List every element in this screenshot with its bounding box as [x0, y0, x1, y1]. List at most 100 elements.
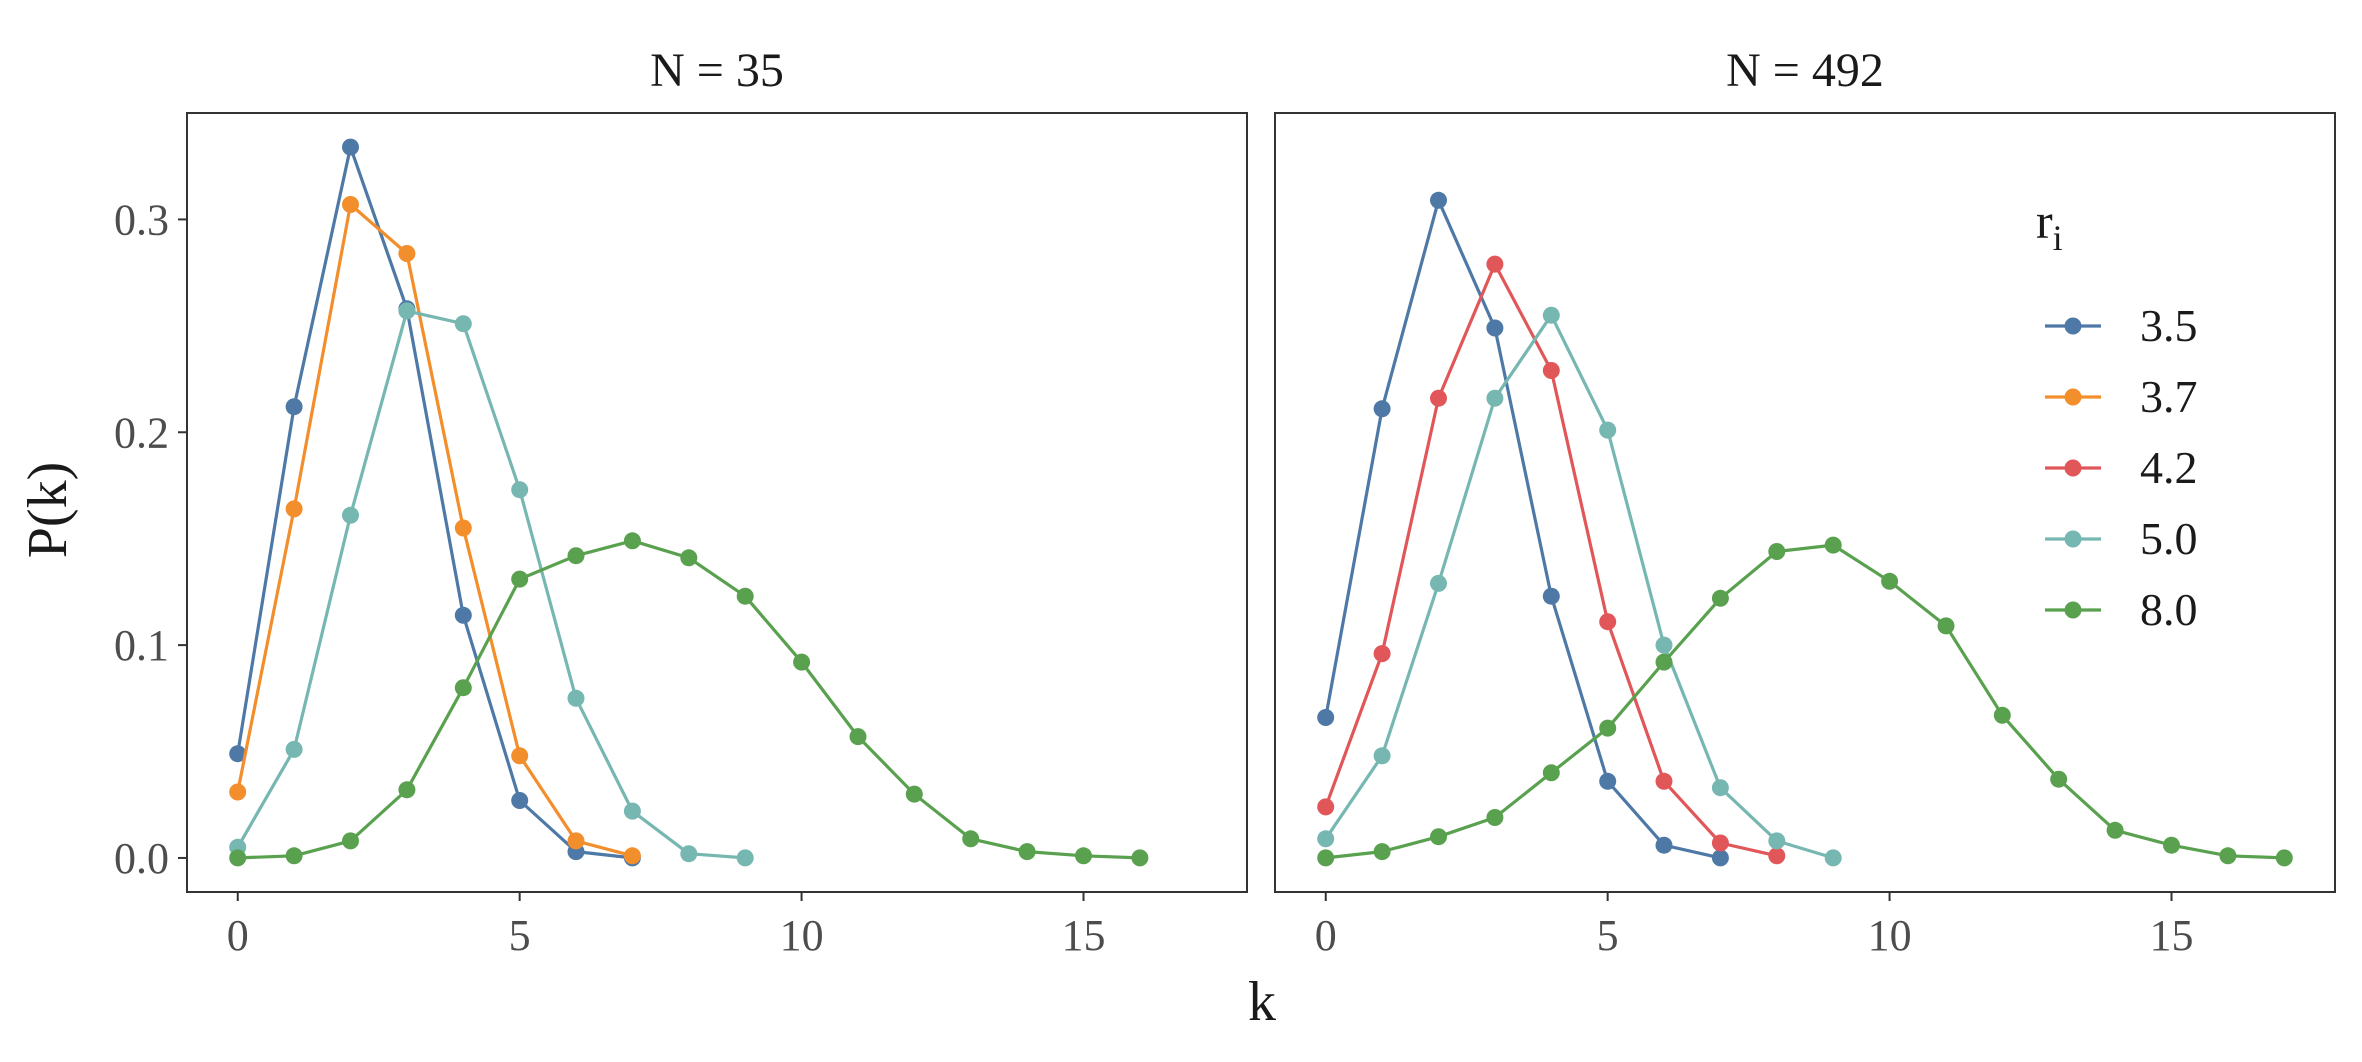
panel-border [186, 112, 1248, 893]
data-point-3.5-k5 [1599, 772, 1617, 790]
series-line-3.5 [1324, 198, 1721, 860]
data-point-8.0-k14 [1018, 843, 1036, 861]
data-point-8.0-k5 [511, 570, 529, 588]
data-point-8.0-k8 [680, 549, 698, 567]
x-tick-label: 5 [509, 911, 531, 960]
data-point-4.2-k6 [1655, 772, 1673, 790]
data-point-3.5-k1 [285, 398, 303, 416]
data-point-8.0-k8 [1768, 543, 1786, 560]
data-point-3.7-k0 [229, 783, 247, 801]
data-point-3.5-k5 [511, 792, 529, 809]
series-line-3.5 [236, 145, 633, 860]
data-point-5.0-k5 [1599, 421, 1617, 439]
data-point-4.2-k3 [1486, 255, 1504, 273]
data-point-5.0-k5 [511, 481, 529, 499]
data-point-8.0-k16 [2219, 847, 2237, 865]
legend-key-point-4.2 [2064, 459, 2082, 477]
data-point-3.5-k4 [1542, 587, 1560, 605]
data-point-8.0-k6 [1655, 653, 1673, 671]
panel-title: N = 35 [650, 44, 784, 97]
data-point-3.5-k4 [454, 606, 472, 624]
data-point-8.0-k12 [1993, 706, 2011, 724]
x-tick-label: 5 [1597, 911, 1619, 960]
data-point-3.5-k0 [1317, 709, 1335, 726]
data-point-8.0-k4 [454, 679, 472, 697]
legend-title-main: r [2036, 193, 2053, 249]
data-point-3.7-k3 [398, 245, 416, 262]
data-point-5.0-k8 [1768, 832, 1786, 850]
series-line-8.0 [1325, 543, 2285, 860]
data-point-3.5-k2 [342, 138, 359, 156]
data-point-3.7-k6 [567, 832, 585, 850]
data-point-5.0-k1 [285, 740, 303, 758]
data-point-8.0-k15 [2163, 836, 2180, 854]
legend-label-3.7: 3.7 [2140, 371, 2198, 422]
legend-key-point-3.7 [2064, 388, 2082, 406]
data-point-3.5-k2 [1430, 191, 1447, 209]
data-point-8.0-k16 [1131, 849, 1149, 867]
data-point-8.0-k5 [1599, 719, 1617, 737]
data-point-5.0-k1 [1373, 747, 1391, 765]
data-point-8.0-k11 [849, 728, 867, 746]
data-point-4.2-k8 [1768, 847, 1786, 865]
x-tick-label: 0 [1315, 911, 1337, 960]
data-point-5.0-k4 [454, 315, 472, 333]
data-point-8.0-k7 [623, 532, 641, 550]
data-point-8.0-k9 [1824, 536, 1842, 554]
y-tick-label: 0.0 [114, 834, 169, 883]
x-tick-label: 10 [1868, 911, 1912, 960]
data-point-8.0-k7 [1711, 589, 1729, 607]
data-point-8.0-k10 [793, 653, 811, 671]
data-point-5.0-k7 [1711, 779, 1729, 797]
legend-key-point-3.5 [2064, 317, 2082, 335]
data-point-5.0-k2 [342, 506, 359, 524]
legend: ri 3.5 3.7 4.2 5.0 8.0 [2036, 193, 2198, 635]
data-point-8.0-k14 [2106, 821, 2124, 839]
data-point-8.0-k1 [1373, 843, 1391, 861]
data-point-8.0-k2 [342, 832, 359, 850]
legend-title-subscript: i [2053, 218, 2063, 258]
series-line-5.0 [236, 309, 746, 860]
data-point-3.5-k0 [229, 745, 247, 763]
data-point-8.0-k10 [1881, 572, 1899, 590]
x-tick-label: 15 [1061, 911, 1105, 960]
legend-entries: 3.5 3.7 4.2 5.0 8.0 [2045, 300, 2198, 635]
legend-title: ri [2036, 193, 2063, 258]
data-point-8.0-k3 [1486, 809, 1504, 826]
legend-key-point-5.0 [2064, 530, 2082, 548]
data-point-5.0-k0 [1317, 830, 1335, 848]
data-point-3.7-k5 [511, 747, 529, 765]
legend-label-3.5: 3.5 [2140, 300, 2198, 351]
data-point-8.0-k3 [398, 781, 416, 799]
data-point-5.0-k6 [1655, 636, 1673, 654]
legend-key-point-8.0 [2064, 601, 2082, 619]
data-point-8.0-k0 [1317, 849, 1335, 867]
x-tick-label: 0 [227, 911, 249, 960]
data-point-8.0-k2 [1430, 828, 1447, 846]
data-point-5.0-k3 [1486, 389, 1504, 407]
legend-label-8.0: 8.0 [2140, 584, 2198, 635]
data-point-4.2-k4 [1542, 362, 1560, 379]
data-point-3.5-k1 [1373, 400, 1391, 418]
data-point-4.2-k7 [1711, 834, 1729, 852]
series-line-8.0 [237, 539, 1140, 860]
data-point-5.0-k2 [1430, 574, 1447, 592]
data-point-5.0-k3 [398, 302, 416, 320]
data-point-8.0-k13 [2050, 770, 2068, 788]
x-axis-label: k [1248, 971, 1276, 1033]
data-point-3.7-k1 [285, 500, 303, 518]
y-tick-label: 0.2 [114, 408, 169, 457]
data-point-4.2-k2 [1430, 389, 1447, 407]
data-point-8.0-k12 [905, 785, 923, 803]
y-axis-label: P(k) [17, 462, 79, 558]
panel-border [1274, 112, 2336, 893]
panel-2: N = 492 0 5 10 15 [1274, 44, 2336, 960]
data-point-8.0-k6 [567, 547, 585, 565]
data-point-4.2-k1 [1373, 645, 1391, 663]
data-point-8.0-k4 [1542, 764, 1560, 782]
data-point-5.0-k8 [680, 845, 698, 863]
legend-label-5.0: 5.0 [2140, 513, 2198, 564]
data-point-5.0-k9 [1824, 849, 1842, 867]
data-point-5.0-k9 [736, 849, 754, 867]
